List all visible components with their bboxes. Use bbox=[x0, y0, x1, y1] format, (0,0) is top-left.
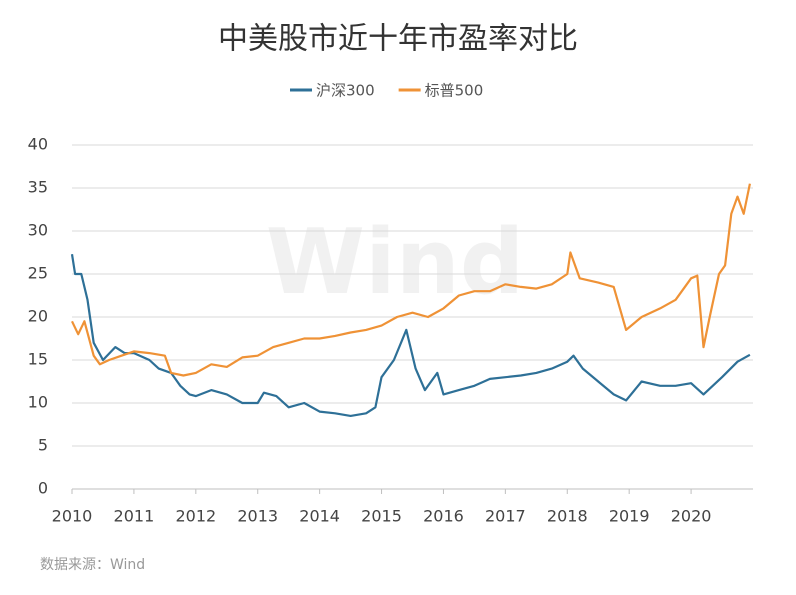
legend-label: 沪深300 bbox=[316, 82, 375, 100]
x-tick-label: 2013 bbox=[237, 507, 278, 526]
x-tick-label: 2017 bbox=[485, 507, 526, 526]
series-line bbox=[70, 254, 751, 417]
y-tick-label: 25 bbox=[28, 264, 48, 283]
x-tick-label: 2016 bbox=[423, 507, 464, 526]
legend: 沪深300 标普500 bbox=[290, 82, 483, 100]
y-tick-label: 5 bbox=[38, 436, 48, 455]
watermark: Wind bbox=[266, 210, 525, 315]
x-tick-label: 2019 bbox=[609, 507, 650, 526]
x-tick-label: 2011 bbox=[114, 507, 155, 526]
x-tick-label: 2014 bbox=[299, 507, 340, 526]
y-tick-label: 10 bbox=[28, 393, 48, 412]
chart-title: 中美股市近十年市盈率对比 bbox=[218, 22, 578, 57]
legend-label: 标普500 bbox=[425, 82, 484, 100]
x-tick-label: 2018 bbox=[547, 507, 588, 526]
y-tick-label: 0 bbox=[38, 479, 48, 498]
y-tick-label: 30 bbox=[28, 221, 48, 240]
x-tick-label: 2020 bbox=[671, 507, 712, 526]
y-tick-label: 40 bbox=[28, 135, 48, 154]
y-tick-label: 20 bbox=[28, 307, 48, 326]
x-tick-label: 2015 bbox=[361, 507, 402, 526]
x-tick-label: 2012 bbox=[175, 507, 216, 526]
x-tick-label: 2010 bbox=[52, 507, 93, 526]
y-tick-label: 15 bbox=[28, 350, 48, 369]
source-note: 数据来源：Wind bbox=[40, 557, 145, 573]
series-line bbox=[71, 183, 751, 377]
y-tick-label: 35 bbox=[28, 178, 48, 197]
